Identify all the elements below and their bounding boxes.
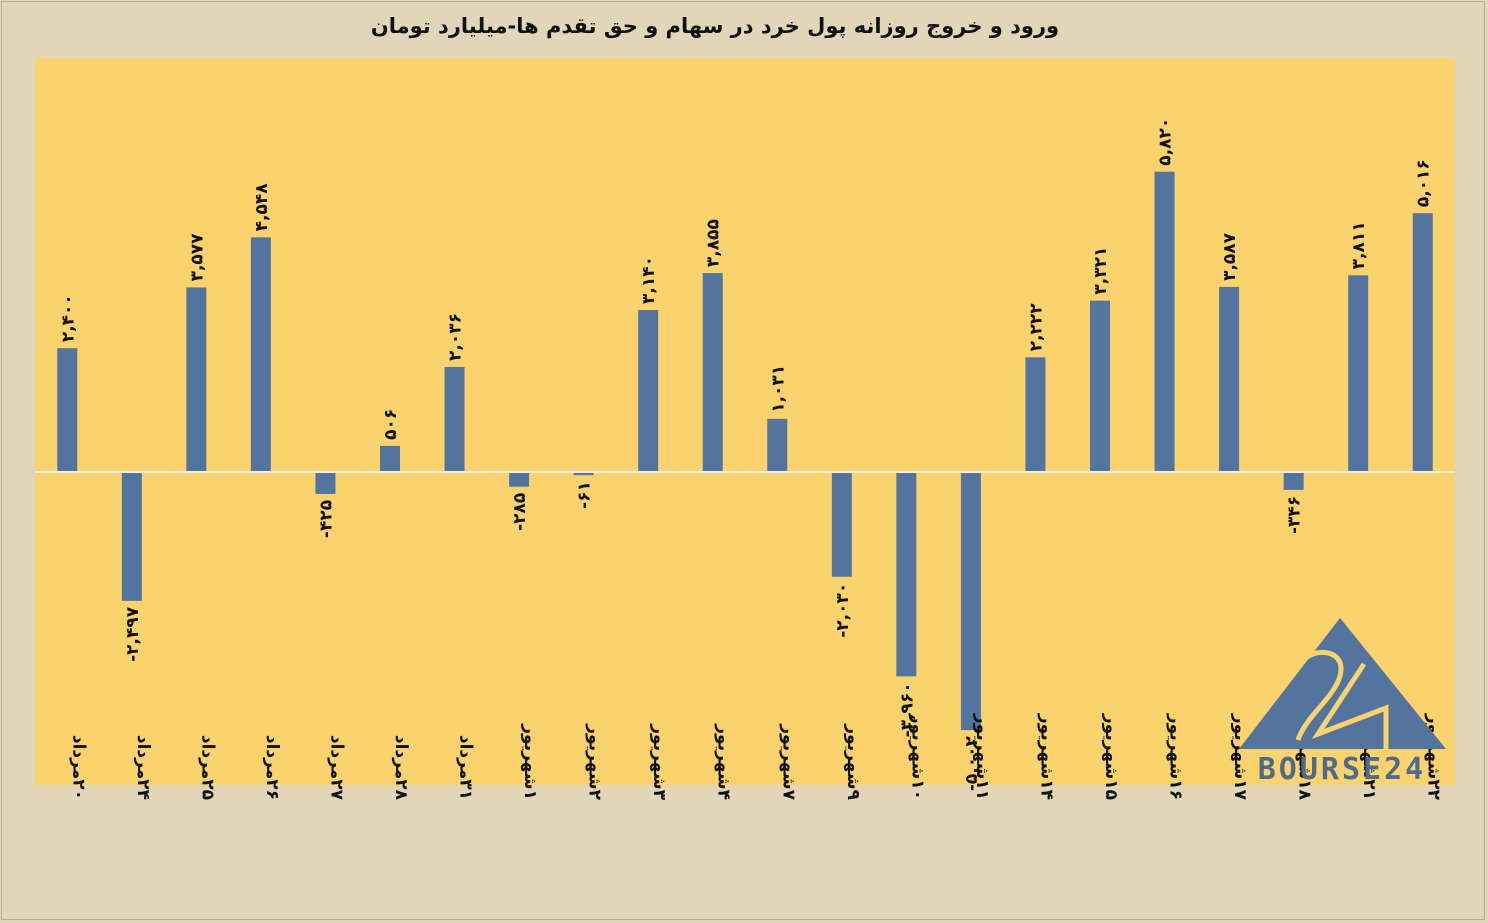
bar <box>509 472 530 487</box>
category-label: ۲۷مرداد <box>326 735 346 801</box>
value-label: -۴۲۵ <box>316 500 336 538</box>
value-label: ۵,۸۲۰ <box>1156 118 1176 166</box>
value-labels-group: ۲,۴۰۰ -۲,۴۹۷ ۳,۵۷۷ ۴,۵۴۸ -۴۲۵ ۵۰۶ ۲,۰۳۶ -۲۸۵ -۶۱… <box>58 118 1433 791</box>
value-label: ۵,۰۱۶ <box>1414 159 1434 207</box>
bourse24-logo-icon <box>1239 618 1446 749</box>
bar <box>702 273 723 472</box>
value-label: -۲,۰۳۰ <box>833 583 853 638</box>
category-label: ۱۱شهریور <box>972 713 992 800</box>
value-label: ۳,۵۸۷ <box>1220 232 1240 281</box>
value-label: -۳,۹۶۰ <box>897 682 917 737</box>
value-label: ۲,۴۰۰ <box>58 294 78 342</box>
category-label: ۳۱مرداد <box>456 735 476 800</box>
category-label: ۱۷شهریور <box>1230 713 1250 801</box>
bar <box>831 472 852 577</box>
bar <box>896 472 917 677</box>
bar <box>1154 171 1175 473</box>
bar <box>444 366 465 472</box>
bar <box>1283 472 1304 490</box>
bars-group <box>57 171 1433 731</box>
bar <box>121 472 142 601</box>
category-labels-group: ۲۰مرداد ۲۴مرداد ۲۵مرداد ۲۶مرداد ۲۷مرداد ۲۸مرد… <box>68 713 1443 801</box>
value-label: -۲,۴۹۷ <box>123 606 143 662</box>
value-label: -۵,۰۰۲ <box>962 735 982 791</box>
value-label: ۳,۸۱۱ <box>1349 221 1369 269</box>
value-label: ۳,۱۴۰ <box>639 256 659 304</box>
bar <box>250 237 271 472</box>
category-label: ۱۰شهریور <box>907 713 927 800</box>
value-label: ۵۰۶ <box>381 409 401 440</box>
category-label: ۱۶شهریور <box>1166 713 1186 800</box>
category-label: ۷شهریور <box>778 723 798 800</box>
value-label: ۲,۲۲۲ <box>1026 303 1046 352</box>
category-label: ۲شهریور <box>585 723 605 800</box>
value-label: -۳۴۶ <box>1285 496 1305 534</box>
value-label: -۲۸۵ <box>510 493 530 531</box>
value-label: ۴,۵۴۸ <box>252 183 272 232</box>
value-label: ۱,۰۳۱ <box>768 365 788 413</box>
bar <box>380 445 400 472</box>
category-label: ۳شهریور <box>649 723 669 800</box>
value-label: ۳,۸۵۵ <box>704 219 724 267</box>
category-label: ۲۸مرداد <box>391 735 411 801</box>
category-label: ۹شهریور <box>843 723 863 800</box>
bar <box>960 472 981 731</box>
category-label: ۴شهریور <box>714 723 734 800</box>
value-label: ۳,۵۷۷ <box>187 233 207 282</box>
bar <box>638 309 659 472</box>
bar <box>57 348 78 472</box>
value-label: ۳,۳۲۱ <box>1091 247 1111 295</box>
category-label: ۲۵مرداد <box>197 735 217 800</box>
plot-area <box>35 58 1455 785</box>
category-label: ۱۵شهریور <box>1101 713 1121 800</box>
bar <box>1348 275 1369 472</box>
bar <box>186 287 207 472</box>
value-label: ۲,۰۳۶ <box>446 313 466 361</box>
bar <box>1412 213 1433 473</box>
watermark-text: BOURSE24 <box>1257 752 1427 787</box>
value-label: -۶۱ <box>575 481 595 509</box>
category-label: ۲۴مرداد <box>133 735 153 800</box>
bar <box>1219 286 1240 472</box>
bar <box>1090 300 1110 472</box>
category-label: ۲۶مرداد <box>262 735 282 800</box>
category-label: ۱شهریور <box>520 723 540 800</box>
category-label: ۱۴شهریور <box>1036 713 1056 800</box>
category-label: ۲۰مرداد <box>68 735 88 800</box>
bar <box>767 418 788 472</box>
bar <box>1025 357 1046 472</box>
chart-title: ورود و خروج روزانه پول خرد در سهام و حق … <box>370 14 1060 38</box>
bar <box>315 472 336 494</box>
bar <box>573 472 594 476</box>
